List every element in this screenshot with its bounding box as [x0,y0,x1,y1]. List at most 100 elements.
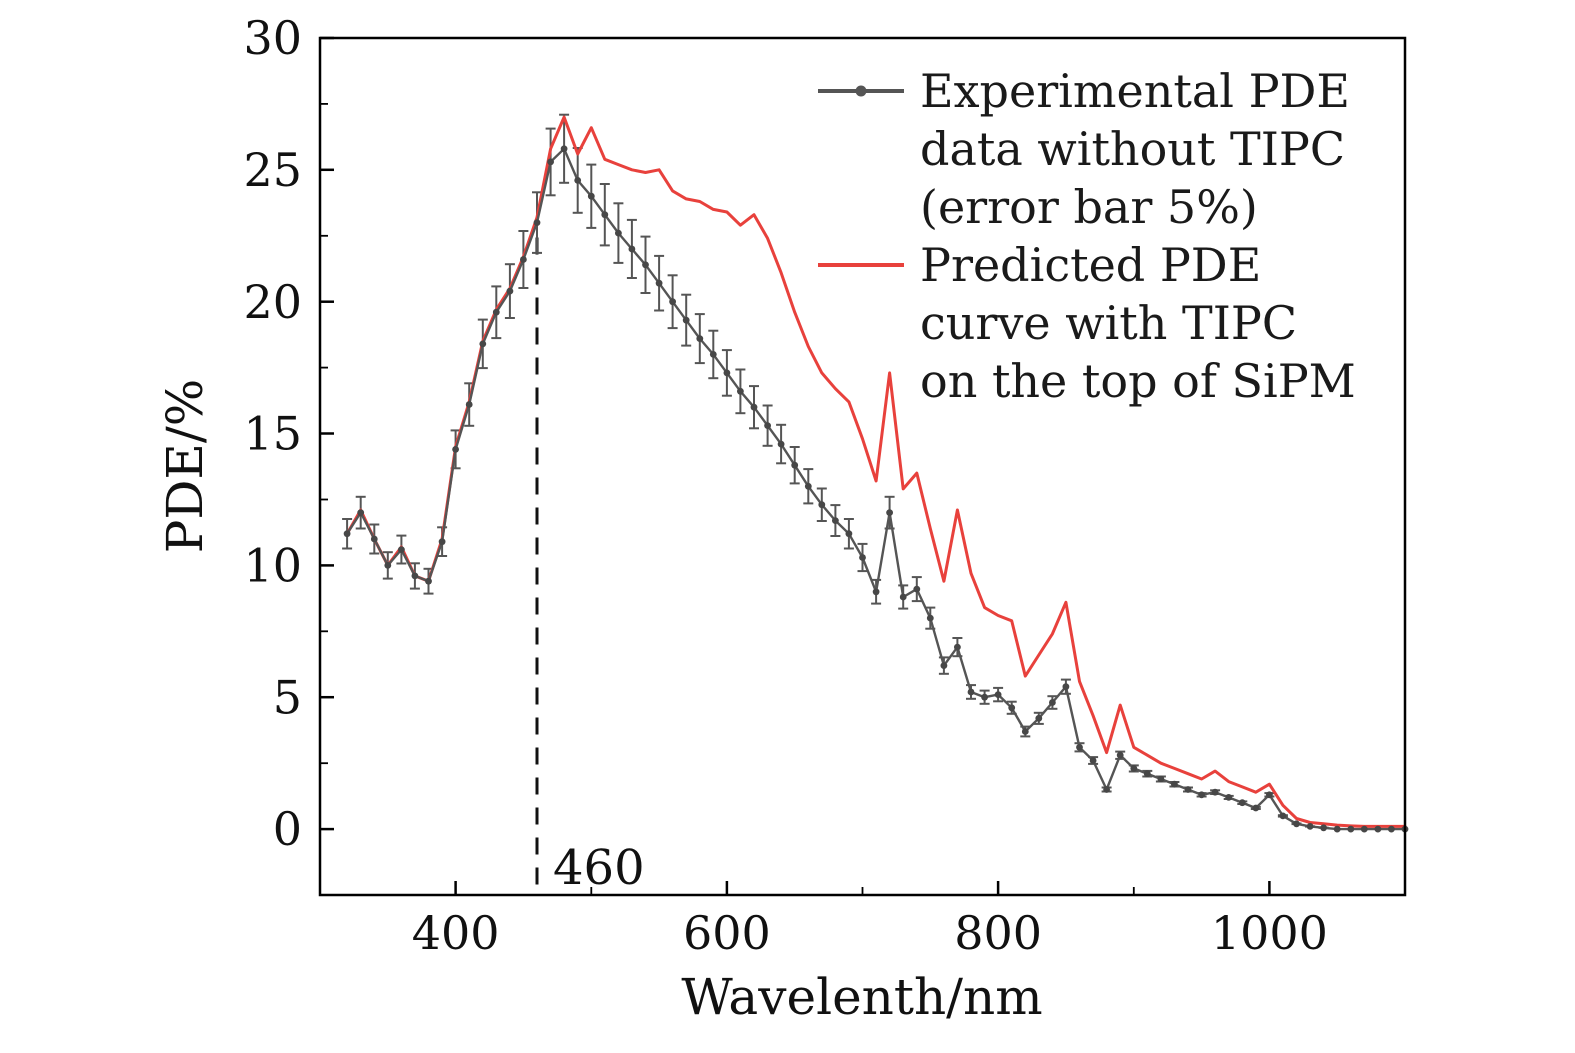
legend-label-line: Experimental PDE [920,64,1351,118]
data-marker [1021,728,1029,735]
data-marker [709,351,717,358]
data-marker [1306,823,1314,830]
data-marker [804,482,812,490]
y-axis-label: PDE/% [156,378,214,554]
y-tick-label: 0 [273,802,302,856]
legend-sample-experimental [818,62,920,120]
y-ticks [320,36,334,831]
data-marker [994,691,1002,698]
y-tick-label: 5 [273,670,302,724]
data-marker [1143,770,1151,778]
y-tick-label: 25 [243,143,302,197]
data-marker [520,256,527,263]
y-tick-label: 30 [243,11,302,65]
data-marker [1320,824,1327,832]
data-marker [845,530,853,538]
experimental-line-sample-icon [818,85,904,97]
data-marker [1184,786,1192,793]
data-marker [791,461,799,469]
data-marker [492,308,500,316]
data-marker [506,287,514,295]
data-marker [398,546,405,553]
data-marker [357,509,365,516]
legend-sample-predicted [818,236,920,294]
data-marker [1388,825,1395,833]
data-marker [1252,804,1260,812]
data-marker [411,572,419,580]
data-marker [547,158,554,166]
legend-label-line: (error bar 5%) [920,180,1258,234]
x-tick-label: 800 [954,906,1042,960]
x-tick-label: 1000 [1211,906,1328,960]
data-marker [465,401,473,408]
data-marker [1103,786,1110,793]
data-marker [1130,765,1138,772]
data-marker [926,614,934,622]
data-marker [913,585,921,593]
x-ticks [319,881,1406,895]
experimental-markers [343,145,1409,833]
data-marker [723,369,731,377]
data-marker [1293,820,1300,828]
y-tick-label: 20 [243,275,302,329]
legend-item-experimental: Experimental PDE data without TIPC (erro… [818,62,1356,236]
y-tick-label: 15 [243,407,302,461]
data-marker [438,538,446,546]
data-marker [1238,799,1246,807]
data-marker [628,245,636,253]
data-marker [574,177,582,184]
data-marker [479,340,487,348]
legend-label-line: on the top of SiPM [920,354,1356,408]
data-marker [682,316,690,324]
data-marker [642,261,649,269]
data-marker [1116,751,1124,759]
x-tick-label: 600 [683,906,771,960]
legend: Experimental PDE data without TIPC (erro… [818,62,1356,410]
data-marker [1360,825,1368,833]
data-marker [750,403,758,411]
legend-label-predicted: Predicted PDE curve with TIPC on the top… [920,236,1356,410]
data-marker [696,335,704,342]
data-marker [452,446,459,453]
data-marker [560,145,568,153]
legend-label-line: Predicted PDE [920,238,1262,292]
data-marker [1198,791,1205,799]
legend-label-experimental: Experimental PDE data without TIPC (erro… [920,62,1350,236]
data-marker [655,279,663,287]
data-marker [940,662,948,669]
data-marker [1076,743,1083,751]
data-marker [764,422,771,429]
data-marker [669,298,676,306]
legend-label-line: data without TIPC [920,122,1346,176]
data-marker [615,229,622,237]
data-marker [601,211,609,219]
data-marker [886,509,893,516]
data-marker [587,192,595,200]
data-marker [967,688,975,696]
data-marker [1171,780,1178,788]
data-marker [832,517,839,524]
data-marker [1225,794,1233,801]
data-marker [872,588,880,596]
data-marker [425,577,432,585]
experimental-marker-icon [855,85,867,97]
data-marker [777,440,785,448]
data-marker [899,593,907,601]
data-marker [1089,757,1097,764]
data-marker [1157,775,1165,783]
data-marker [1008,704,1016,712]
legend-item-predicted: Predicted PDE curve with TIPC on the top… [818,236,1356,410]
x-axis-label: Wavelenth/nm [681,968,1043,1026]
data-marker [954,643,961,651]
data-marker [818,501,826,509]
data-marker [737,387,744,395]
data-marker [384,562,392,569]
data-marker [859,554,866,561]
data-marker [1211,788,1219,796]
data-marker [1266,791,1273,799]
data-marker [1049,699,1056,706]
data-marker [343,530,351,538]
